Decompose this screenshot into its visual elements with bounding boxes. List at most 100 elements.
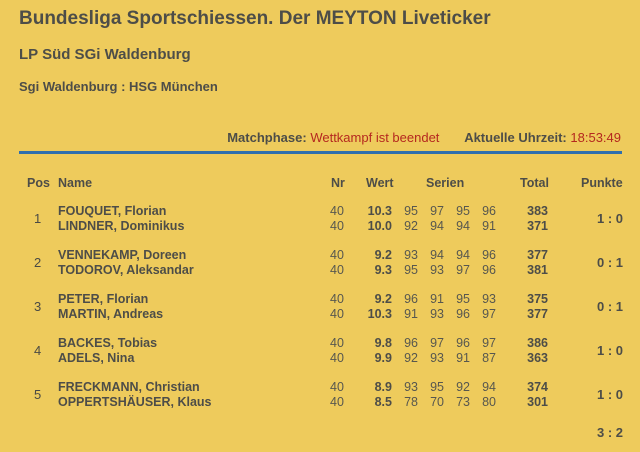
series-value: 95 bbox=[456, 204, 470, 218]
series-value: 95 bbox=[456, 292, 470, 306]
series-value: 93 bbox=[430, 263, 444, 277]
series-value: 80 bbox=[482, 395, 496, 409]
shooter-name: ADELS, Nina bbox=[58, 351, 135, 365]
shooter-total: 374 bbox=[527, 380, 548, 394]
position-cell: 1 bbox=[34, 211, 42, 226]
shooter-name: TODOROV, Aleksandar bbox=[58, 263, 194, 277]
series-value: 94 bbox=[456, 219, 470, 233]
shooter-name: LINDNER, Dominikus bbox=[58, 219, 185, 233]
shooter-wert: 10.0 bbox=[367, 219, 392, 233]
position-cell: 3 bbox=[34, 299, 42, 314]
series-value: 97 bbox=[482, 336, 496, 350]
col-header-name: Name bbox=[58, 176, 93, 190]
table-row: 3 PETER, Florian 40 9.2 96 91 95 93 375 MARTIN, A… bbox=[0, 292, 640, 322]
shooter-total: 377 bbox=[527, 248, 548, 262]
header-divider bbox=[19, 151, 622, 154]
shooter-total: 363 bbox=[527, 351, 548, 365]
series-value: 97 bbox=[430, 204, 444, 218]
table-row: 1 FOUQUET, Florian 40 10.3 95 97 95 96 383 LINDNE… bbox=[0, 204, 640, 234]
shooter-nr: 40 bbox=[330, 204, 344, 218]
series-value: 95 bbox=[430, 380, 444, 394]
match-points: 1 : 0 bbox=[596, 343, 623, 358]
series-value: 96 bbox=[456, 336, 470, 350]
shooter-total: 301 bbox=[527, 395, 548, 409]
shooter-name: BACKES, Tobias bbox=[58, 336, 158, 350]
series-value: 97 bbox=[482, 307, 496, 321]
series-value: 96 bbox=[404, 292, 418, 306]
shooter-nr: 40 bbox=[330, 307, 344, 321]
col-header-nr: Nr bbox=[331, 176, 345, 190]
table-row: 4 BACKES, Tobias 40 9.8 96 97 96 97 386 ADELS, Ni… bbox=[0, 336, 640, 366]
shooter-name: OPPERTSHÄUSER, Klaus bbox=[58, 395, 212, 409]
table-row: 5 FRECKMANN, Christian 40 8.9 93 95 92 94 374 OPP… bbox=[0, 380, 640, 410]
shooter-name: MARTIN, Andreas bbox=[58, 307, 164, 321]
series-value: 70 bbox=[430, 395, 444, 409]
shooter-nr: 40 bbox=[330, 248, 344, 262]
series-value: 91 bbox=[430, 292, 444, 306]
series-value: 93 bbox=[404, 248, 418, 262]
series-value: 94 bbox=[430, 219, 444, 233]
match-points: 0 : 1 bbox=[596, 255, 623, 270]
shooter-wert: 9.8 bbox=[374, 336, 392, 350]
competition-subtitle: LP Süd SGi Waldenburg bbox=[19, 46, 191, 63]
matchphase-value: Wettkampf ist beendet bbox=[310, 130, 440, 145]
series-value: 94 bbox=[456, 248, 470, 262]
match-points: 1 : 0 bbox=[596, 211, 623, 226]
series-value: 96 bbox=[482, 248, 496, 262]
shooter-nr: 40 bbox=[330, 219, 344, 233]
current-time-label: Aktuelle Uhrzeit: bbox=[464, 130, 567, 145]
matchphase-label: Matchphase: bbox=[227, 130, 307, 145]
shooter-wert: 9.9 bbox=[374, 351, 392, 365]
series-value: 92 bbox=[404, 219, 418, 233]
col-header-total: Total bbox=[520, 176, 549, 190]
shooter-total: 377 bbox=[527, 307, 548, 321]
shooter-nr: 40 bbox=[330, 380, 344, 394]
shooter-wert: 9.3 bbox=[374, 263, 392, 277]
shooter-name: FOUQUET, Florian bbox=[58, 204, 167, 218]
shooter-wert: 9.2 bbox=[374, 292, 392, 306]
shooter-name: FRECKMANN, Christian bbox=[58, 380, 200, 394]
series-value: 91 bbox=[482, 219, 496, 233]
shooter-total: 375 bbox=[527, 292, 548, 306]
series-value: 92 bbox=[456, 380, 470, 394]
series-value: 94 bbox=[482, 380, 496, 394]
series-value: 96 bbox=[456, 307, 470, 321]
series-value: 93 bbox=[430, 351, 444, 365]
final-score: 3 : 2 bbox=[596, 425, 623, 440]
series-value: 96 bbox=[482, 263, 496, 277]
shooter-nr: 40 bbox=[330, 263, 344, 277]
col-header-wert: Wert bbox=[366, 176, 394, 190]
series-value: 93 bbox=[482, 292, 496, 306]
series-value: 91 bbox=[456, 351, 470, 365]
shooter-wert: 8.9 bbox=[374, 380, 392, 394]
position-cell: 4 bbox=[34, 343, 42, 358]
series-value: 95 bbox=[404, 204, 418, 218]
series-value: 96 bbox=[482, 204, 496, 218]
shooter-name: VENNEKAMP, Doreen bbox=[58, 248, 187, 262]
page-title: Bundesliga Sportschiessen. Der MEYTON Li… bbox=[19, 8, 491, 29]
shooter-wert: 10.3 bbox=[367, 204, 392, 218]
shooter-nr: 40 bbox=[330, 395, 344, 409]
status-bar: Matchphase: Wettkampf ist beendet Aktuel… bbox=[227, 130, 621, 145]
match-title: Sgi Waldenburg : HSG München bbox=[19, 79, 218, 94]
shooter-nr: 40 bbox=[330, 351, 344, 365]
table-row: 2 VENNEKAMP, Doreen 40 9.2 93 94 94 96 377 TODORO… bbox=[0, 248, 640, 278]
shooter-total: 383 bbox=[527, 204, 548, 218]
series-value: 92 bbox=[404, 351, 418, 365]
series-value: 96 bbox=[404, 336, 418, 350]
series-value: 87 bbox=[482, 351, 496, 365]
position-cell: 2 bbox=[34, 255, 42, 270]
position-cell: 5 bbox=[34, 387, 42, 402]
match-points: 0 : 1 bbox=[596, 299, 623, 314]
series-value: 78 bbox=[404, 395, 418, 409]
series-value: 73 bbox=[456, 395, 470, 409]
shooter-name: PETER, Florian bbox=[58, 292, 149, 306]
series-value: 93 bbox=[404, 380, 418, 394]
series-value: 97 bbox=[430, 336, 444, 350]
shooter-wert: 9.2 bbox=[374, 248, 392, 262]
match-points: 1 : 0 bbox=[596, 387, 623, 402]
shooter-total: 386 bbox=[527, 336, 548, 350]
shooter-wert: 8.5 bbox=[374, 395, 392, 409]
series-value: 91 bbox=[404, 307, 418, 321]
series-value: 93 bbox=[430, 307, 444, 321]
